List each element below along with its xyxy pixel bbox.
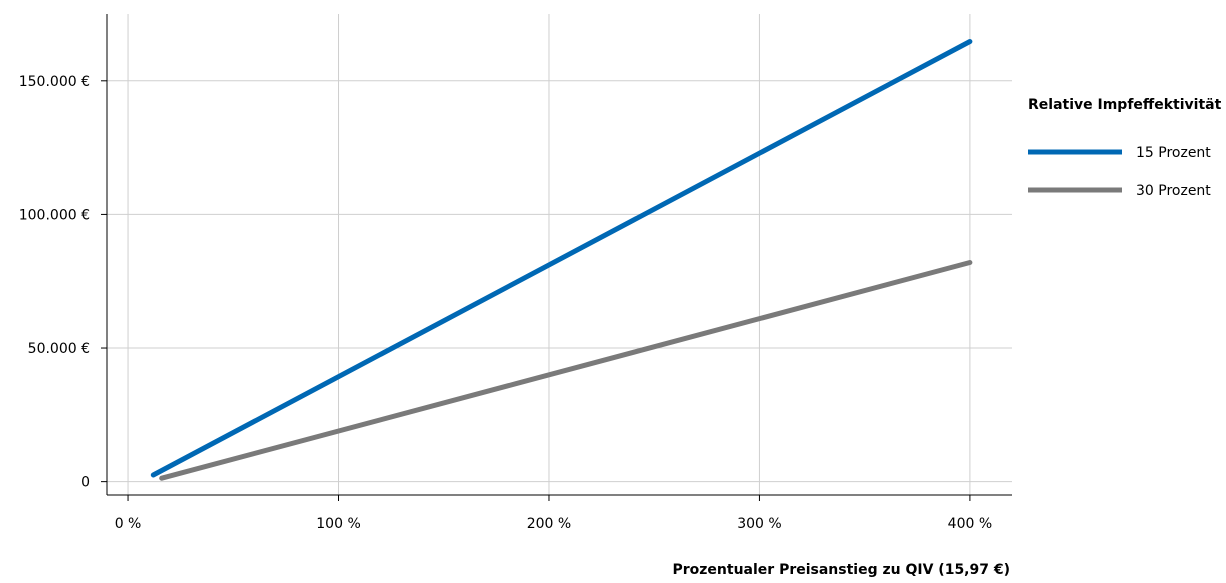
legend-title: Relative Impfeffektivität xyxy=(1028,97,1222,113)
series-line-2 xyxy=(159,260,973,481)
x-tick-label: 400 % xyxy=(948,516,992,532)
x-tick-label: 200 % xyxy=(527,516,571,532)
x-tick-label: 100 % xyxy=(316,516,360,532)
y-tick-label: 50.000 € xyxy=(28,341,90,357)
x-axis-title: Prozentualer Preisanstieg zu QIV (15,97 … xyxy=(673,562,1011,578)
y-tick-label: 0 xyxy=(81,475,90,491)
legend-label-2: 30 Prozent xyxy=(1136,183,1211,199)
legend-label-1: 15 Prozent xyxy=(1136,145,1211,161)
grid xyxy=(107,14,1012,495)
series-lines xyxy=(150,39,973,481)
series-line-1 xyxy=(150,39,973,478)
x-tick-label: 300 % xyxy=(737,516,781,532)
legend: Relative Impfeffektivität 15 Prozent 30 P… xyxy=(1028,97,1222,199)
x-tick-label: 0 % xyxy=(115,516,142,532)
y-tick-label: 150.000 € xyxy=(19,74,90,90)
x-ticks: 0 % 100 % 200 % 300 % 400 % xyxy=(115,495,992,532)
y-ticks: 0 50.000 € 100.000 € 150.000 € xyxy=(19,74,107,491)
axes xyxy=(106,14,1012,496)
y-tick-label: 100.000 € xyxy=(19,207,90,223)
